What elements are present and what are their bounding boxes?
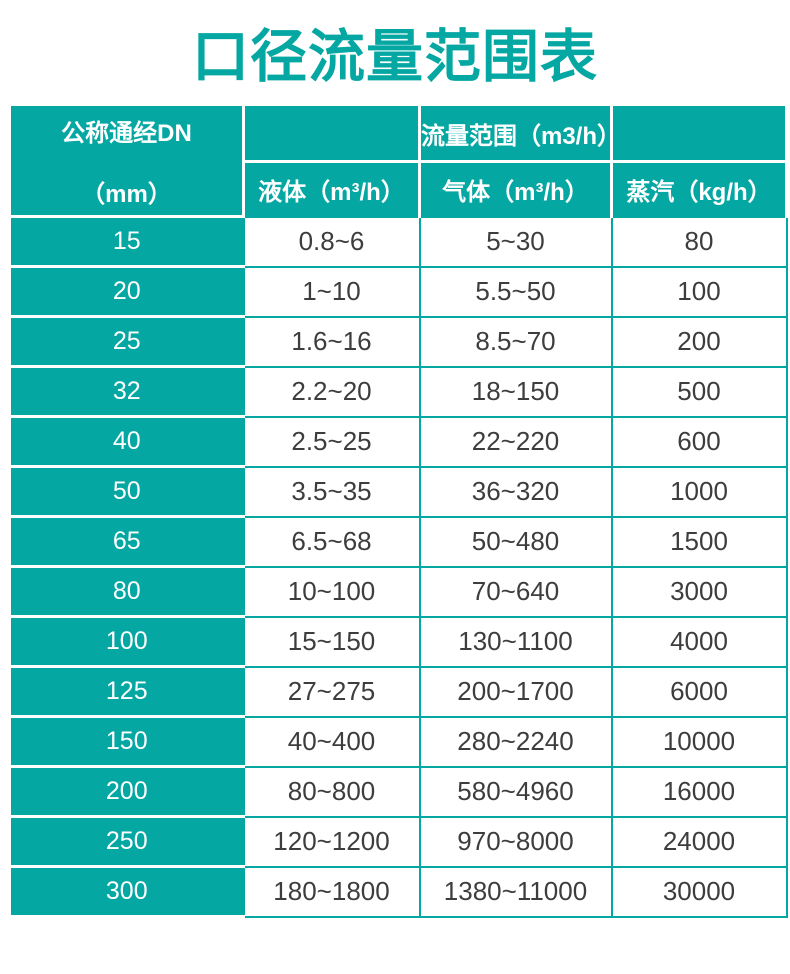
table-row: 200 80~800 580~4960 16000: [8, 765, 788, 818]
gas-value-cell: 70~640: [418, 565, 613, 618]
steam-value-cell: 30000: [610, 865, 788, 918]
liquid-value-cell: 0.8~6: [242, 215, 421, 268]
gas-value-cell: 5~30: [418, 215, 613, 268]
dn-header-line2: （mm）: [81, 180, 172, 208]
steam-value-cell: 6000: [610, 665, 788, 718]
dn-cell: 300: [8, 865, 245, 918]
header-row-top: 公称通经DN （mm） 流量范围（m3/h）: [8, 103, 788, 218]
liquid-value-cell: 2.2~20: [242, 365, 421, 418]
gas-value-cell: 130~1100: [418, 615, 613, 668]
dn-cell: 40: [8, 415, 245, 468]
table-row: 65 6.5~68 50~480 1500: [8, 515, 788, 568]
steam-column-header: 蒸汽（kg/h）: [610, 160, 788, 218]
steam-value-cell: 24000: [610, 815, 788, 868]
gas-value-cell: 970~8000: [418, 815, 613, 868]
steam-value-cell: 10000: [610, 715, 788, 768]
liquid-value-cell: 2.5~25: [242, 415, 421, 468]
page-title: 口径流量范围表: [192, 24, 598, 89]
gas-value-cell: 50~480: [418, 515, 613, 568]
gas-value-cell: 22~220: [418, 415, 613, 468]
dn-cell: 250: [8, 815, 245, 868]
dn-cell: 80: [8, 565, 245, 618]
steam-value-cell: 1500: [610, 515, 788, 568]
table-row: 250 120~1200 970~8000 24000: [8, 815, 788, 868]
steam-value-cell: 1000: [610, 465, 788, 518]
dn-cell: 32: [8, 365, 245, 418]
liquid-value-cell: 1~10: [242, 265, 421, 318]
gas-value-cell: 1380~11000: [418, 865, 613, 918]
liquid-value-cell: 120~1200: [242, 815, 421, 868]
dn-cell: 15: [8, 215, 245, 268]
dn-cell: 20: [8, 265, 245, 318]
steam-value-cell: 80: [610, 215, 788, 268]
dn-cell: 100: [8, 615, 245, 668]
liquid-value-cell: 15~150: [242, 615, 421, 668]
empty-header-cell-liquid: [242, 103, 421, 163]
dn-cell: 50: [8, 465, 245, 518]
liquid-column-header: 液体（m³/h）: [242, 160, 421, 218]
gas-value-cell: 580~4960: [418, 765, 613, 818]
table-row: 125 27~275 200~1700 6000: [8, 665, 788, 718]
steam-value-cell: 200: [610, 315, 788, 368]
gas-value-cell: 200~1700: [418, 665, 613, 718]
liquid-value-cell: 27~275: [242, 665, 421, 718]
steam-value-cell: 500: [610, 365, 788, 418]
liquid-value-cell: 3.5~35: [242, 465, 421, 518]
dn-cell: 150: [8, 715, 245, 768]
steam-value-cell: 4000: [610, 615, 788, 668]
liquid-value-cell: 10~100: [242, 565, 421, 618]
liquid-value-cell: 6.5~68: [242, 515, 421, 568]
gas-value-cell: 36~320: [418, 465, 613, 518]
dn-header-line1: 公称通经DN: [61, 119, 192, 147]
flow-range-table: 公称通经DN （mm） 流量范围（m3/h） 液体（m³/h） 气体（m³/h）…: [8, 103, 788, 918]
table-row: 80 10~100 70~640 3000: [8, 565, 788, 618]
steam-value-cell: 100: [610, 265, 788, 318]
dn-column-header: 公称通经DN （mm）: [8, 103, 245, 218]
liquid-value-cell: 1.6~16: [242, 315, 421, 368]
table-row: 15 0.8~6 5~30 80: [8, 215, 788, 268]
liquid-value-cell: 80~800: [242, 765, 421, 818]
table-row: 25 1.6~16 8.5~70 200: [8, 315, 788, 368]
liquid-value-cell: 40~400: [242, 715, 421, 768]
dn-cell: 25: [8, 315, 245, 368]
gas-column-header: 气体（m³/h）: [418, 160, 613, 218]
dn-cell: 200: [8, 765, 245, 818]
header-row-sub: 液体（m³/h） 气体（m³/h） 蒸汽（kg/h）: [10, 160, 788, 218]
steam-value-cell: 3000: [610, 565, 788, 618]
empty-header-cell-steam: [610, 103, 788, 163]
gas-value-cell: 8.5~70: [418, 315, 613, 368]
gas-value-cell: 280~2240: [418, 715, 613, 768]
steam-value-cell: 16000: [610, 765, 788, 818]
dn-cell: 65: [8, 515, 245, 568]
flow-range-header: 流量范围（m3/h）: [418, 103, 621, 163]
liquid-value-cell: 180~1800: [242, 865, 421, 918]
gas-value-cell: 18~150: [418, 365, 613, 418]
steam-value-cell: 600: [610, 415, 788, 468]
table-row: 32 2.2~20 18~150 500: [8, 365, 788, 418]
table-row: 150 40~400 280~2240 10000: [8, 715, 788, 768]
gas-value-cell: 5.5~50: [418, 265, 613, 318]
table-row: 50 3.5~35 36~320 1000: [8, 465, 788, 518]
table-row: 40 2.5~25 22~220 600: [8, 415, 788, 468]
table-row: 300 180~1800 1380~11000 30000: [8, 865, 788, 918]
table-row: 100 15~150 130~1100 4000: [8, 615, 788, 668]
dn-cell: 125: [8, 665, 245, 718]
table-row: 20 1~10 5.5~50 100: [8, 265, 788, 318]
